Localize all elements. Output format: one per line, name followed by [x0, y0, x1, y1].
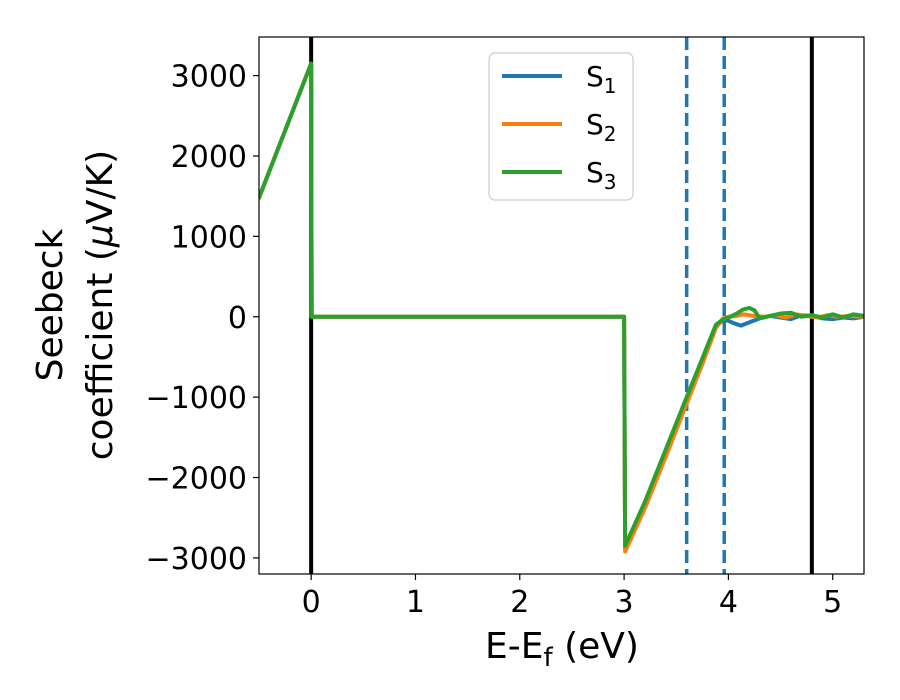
y-axis-title-line2: coefficient (μV/K): [80, 150, 121, 460]
y-ticks: −3000 −2000 −1000 0 1000 2000 3000: [146, 60, 259, 577]
axes-frame: [258, 36, 865, 575]
x-tick-label-1: 1: [406, 585, 425, 620]
y-tick-label-2: −1000: [146, 381, 247, 416]
legend-label-s2: S2: [586, 108, 617, 146]
legend-frame: [488, 52, 634, 201]
y-axis-title-line1: Seebeck: [30, 228, 71, 381]
x-tick-label-5: 5: [823, 585, 842, 620]
x-tick-label-3: 3: [615, 585, 634, 620]
y-tick-label-5: 2000: [171, 140, 247, 175]
y-axis-title: Seebeck coefficient (μV/K): [30, 150, 121, 460]
x-tick-label-2: 2: [510, 585, 529, 620]
y-tick-label-6: 3000: [171, 60, 247, 95]
legend-label-s1: S1: [586, 60, 617, 98]
axes-border: [258, 36, 865, 575]
x-tick-label-4: 4: [719, 585, 738, 620]
x-ticks: 0 1 2 3 4 5: [302, 574, 842, 620]
legend-label-s3: S3: [586, 156, 617, 194]
series-line-s3: [259, 61, 864, 548]
x-tick-label-0: 0: [302, 585, 321, 620]
series-lines: [259, 61, 864, 554]
x-axis-title: E-Ef (eV): [485, 626, 639, 673]
legend: S1 S2 S3: [488, 52, 634, 201]
y-tick-label-3: 0: [228, 301, 247, 336]
y-tick-label-0: −3000: [146, 542, 247, 577]
y-tick-label-4: 1000: [171, 220, 247, 255]
y-tick-label-1: −2000: [146, 462, 247, 497]
